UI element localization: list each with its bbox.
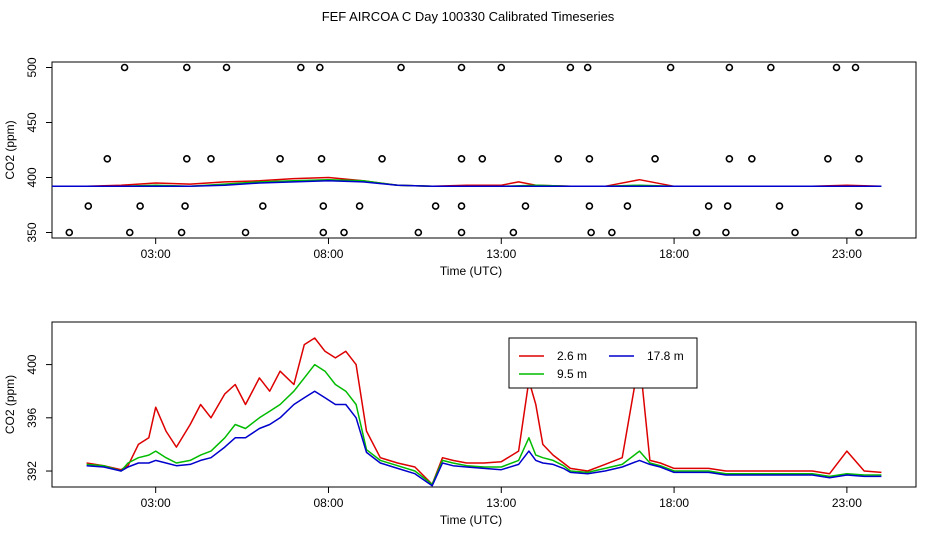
data-point [125,228,134,237]
data-point [791,228,799,237]
series-line-blue [52,180,882,188]
data-point [651,155,659,163]
data-point [725,63,734,72]
data-point [276,155,284,163]
data-point [585,155,594,163]
data-point [182,63,191,72]
data-point [136,202,144,210]
series-line-red [52,176,882,188]
series-line-blue [86,390,882,487]
y-tick-label: 350 [25,222,39,242]
data-point [767,63,775,72]
data-point [319,202,328,210]
data-point [748,155,756,163]
series-line-red [86,337,882,486]
y-tick-label: 392 [25,461,39,481]
x-tick-label: 03:00 [141,496,171,510]
data-point [623,202,632,210]
x-axis-label: Time (UTC) [440,513,502,527]
data-point [824,155,832,163]
page-title: FEF AIRCOA C Day 100330 Calibrated Times… [321,9,615,24]
y-tick-label: 500 [25,57,39,77]
data-point [84,202,93,210]
data-point [692,228,701,237]
data-point [725,155,734,163]
data-point [378,155,386,163]
x-tick-label: 08:00 [313,496,343,510]
data-point [832,63,841,72]
x-tick-label: 18:00 [659,496,689,510]
data-point [587,228,595,237]
x-tick-label: 18:00 [659,247,689,261]
data-point [182,155,191,163]
data-point [340,228,348,237]
data-point [207,155,215,163]
legend-label: 17.8 m [647,349,684,363]
data-point [704,202,713,210]
data-point [723,202,732,210]
data-point [497,63,506,72]
y-tick-label: 450 [25,112,39,132]
data-point [259,202,267,210]
y-tick-label: 396 [25,407,39,427]
x-tick-label: 03:00 [141,247,171,261]
data-point [509,228,518,237]
data-point [608,228,616,237]
data-point [521,202,530,210]
data-point [319,228,328,237]
y-axis-label: CO2 (ppm) [3,375,17,434]
x-tick-label: 08:00 [313,247,343,261]
data-point [851,63,860,72]
data-point [297,63,305,72]
data-point [585,202,594,210]
data-point [103,155,112,163]
data-point [478,155,487,163]
x-tick-label: 23:00 [832,247,862,261]
data-point [316,63,324,72]
series-line-green [86,363,882,486]
data-point [457,63,466,72]
x-tick-label: 23:00 [832,496,862,510]
data-point [583,63,592,72]
data-point [181,202,189,210]
data-point [414,228,423,237]
data-point [431,202,440,210]
x-tick-label: 13:00 [486,496,516,510]
data-point [397,63,405,72]
data-point [241,228,250,237]
plot-frame [51,61,917,239]
data-point [65,228,74,237]
data-point [566,63,575,72]
legend-label: 2.6 m [557,349,587,363]
data-point [775,202,784,210]
data-point [855,202,863,210]
data-point [120,63,129,72]
data-point [457,228,466,237]
data-point [457,202,466,210]
x-tick-label: 13:00 [486,247,516,261]
data-point [666,63,675,72]
x-axis-label: Time (UTC) [440,264,502,278]
y-tick-label: 400 [25,354,39,374]
data-point [855,155,863,163]
data-point [222,63,231,72]
data-point [355,202,364,210]
data-point [457,155,466,163]
legend-label: 9.5 m [557,367,587,381]
data-point [177,228,186,237]
y-tick-label: 400 [25,167,39,187]
data-point [722,228,730,237]
data-point [317,155,326,163]
data-point [855,228,863,237]
legend-box [508,337,698,389]
y-axis-label: CO2 (ppm) [3,120,17,179]
plot-frame [51,321,917,488]
data-point [554,155,563,163]
